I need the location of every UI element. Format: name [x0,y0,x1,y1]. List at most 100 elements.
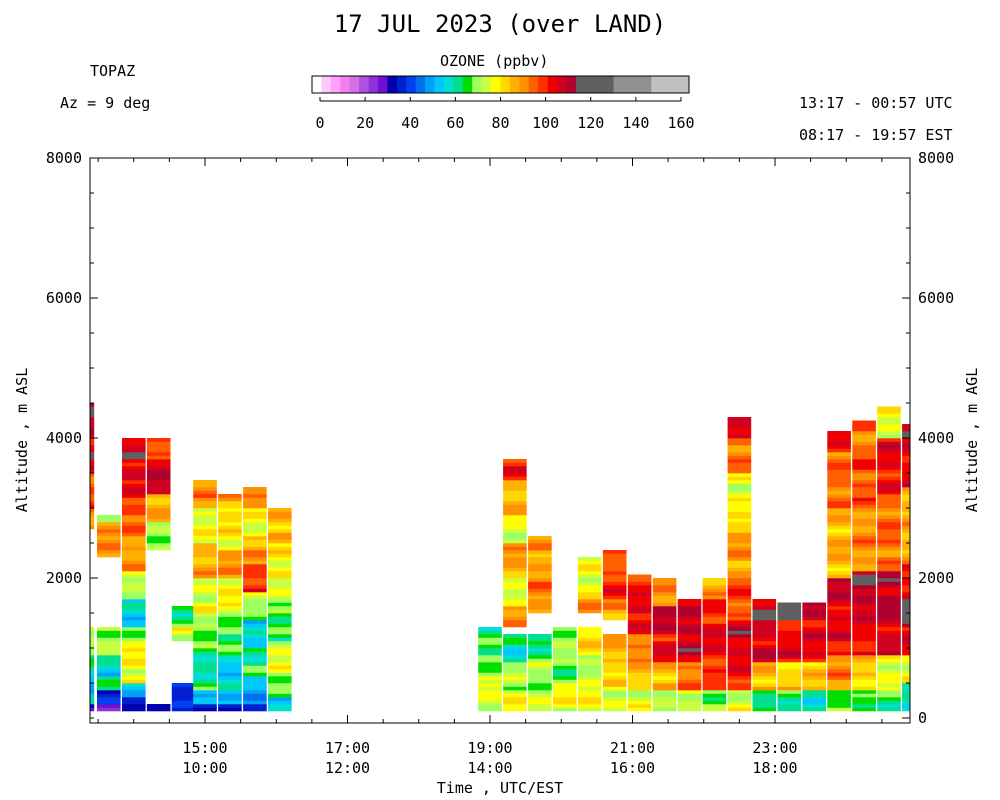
heatmap-cell [577,683,602,687]
heatmap-cell [193,616,217,621]
colorbar-tick-label: 60 [446,114,464,132]
heatmap-cell [802,609,826,614]
heatmap-cell [553,690,577,694]
heatmap-cell [727,595,752,600]
heatmap-cell [577,651,602,656]
heatmap-cell [877,494,901,498]
heatmap-cell [503,651,527,656]
heatmap-cell [193,644,217,649]
heatmap-cell [602,574,627,579]
heatmap-cell [193,595,217,600]
heatmap-cell [122,627,146,631]
heatmap-cell [602,700,627,705]
heatmap-cell [503,616,527,621]
heatmap-cell [727,518,752,523]
heatmap-cell [802,693,826,698]
heatmap-cell [90,679,95,684]
heatmap-cell [827,529,851,533]
time-range-utc: 13:17 - 00:57 UTC [799,94,953,112]
y-axis-label-left: Altitude , m ASL [13,368,31,513]
colorbar-bin [566,76,577,93]
heatmap-cell [652,637,677,642]
heatmap-cell [877,693,901,698]
heatmap-cell [727,567,752,572]
heatmap-cell [146,522,171,526]
heatmap-cell [193,525,217,530]
heatmap-cell [727,455,752,460]
heatmap-cell [268,672,292,677]
heatmap-cell [852,690,876,694]
heatmap-cell [243,546,267,551]
heatmap-cell [268,567,292,572]
heatmap-cell [503,459,527,463]
heatmap-cell [827,599,851,603]
heatmap-cell [122,546,146,551]
heatmap-cell [553,693,577,698]
heatmap-cell [727,515,752,519]
heatmap-cell [827,700,851,705]
heatmap-cell [243,574,267,579]
heatmap-cell [268,536,292,540]
heatmap-cell [877,455,901,460]
heatmap-cell [652,634,677,638]
heatmap-cell [218,550,242,554]
heatmap-cell [677,683,702,687]
heatmap-cell [122,459,146,463]
heatmap-cell [852,445,876,449]
heatmap-cell [478,690,502,694]
heatmap-cell [827,459,851,463]
colorbar-tick-label: 20 [356,114,374,132]
heatmap-cell [243,560,267,565]
heatmap-cell [97,648,121,652]
heatmap-cell [827,634,851,638]
heatmap-cell [652,592,677,596]
heatmap-cell [727,683,752,687]
heatmap-cell [503,543,527,547]
heatmap-cell [777,616,802,621]
heatmap-cell [268,515,292,519]
heatmap-cell [146,445,171,449]
heatmap-cell [902,599,910,603]
heatmap-cell [852,469,876,474]
heatmap-cell [528,595,552,600]
heatmap-cell [677,662,702,666]
heatmap-cell [827,497,851,502]
heatmap-cell [852,620,876,624]
heatmap-cell [122,462,146,467]
heatmap-cell [852,697,876,701]
heatmap-cell [193,620,217,624]
heatmap-cell [802,686,826,691]
heatmap-cell [218,529,242,533]
heatmap-cell [243,683,267,687]
heatmap-cell [503,518,527,523]
heatmap-cell [243,655,267,659]
heatmap-cell [97,697,121,701]
colorbar-bin [396,76,407,93]
y-right-tick-label: 2000 [918,569,954,587]
heatmap-cell [218,606,242,610]
heatmap-cell [503,700,527,705]
heatmap-cell [902,707,910,712]
heatmap-cell [877,669,901,673]
heatmap-cell [97,543,121,547]
heatmap-cell [193,480,217,484]
heatmap-cell [577,700,602,705]
heatmap-cell [727,466,752,470]
heatmap-cell [877,497,901,502]
heatmap-cell [777,606,802,610]
heatmap-cell [193,592,217,596]
heatmap-cell [877,476,901,481]
heatmap-cell [602,557,627,561]
heatmap-cell [827,438,851,442]
heatmap-cell [577,648,602,652]
heatmap-cell [193,697,217,701]
heatmap-cell [268,623,292,628]
heatmap-cell [852,585,876,589]
heatmap-cell [577,574,602,579]
heatmap-cell [193,567,217,572]
heatmap-cell [852,651,876,656]
heatmap-cell [122,648,146,652]
heatmap-cell [268,634,292,638]
heatmap-cell [852,508,876,512]
heatmap-cell [268,588,292,593]
